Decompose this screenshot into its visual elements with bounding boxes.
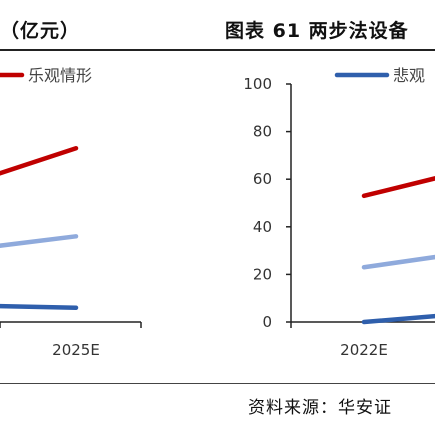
legend-label: 乐观情形: [28, 66, 92, 85]
x-tick-label: 2025E: [52, 341, 100, 359]
y-tick-label: 40: [253, 218, 272, 236]
y-tick-label: 20: [253, 265, 272, 283]
y-tick-label: 100: [243, 75, 272, 93]
series-line-optimistic: [361, 176, 435, 199]
left-chart: 2025E 乐观情形: [0, 66, 142, 359]
series-line-optimistic: [0, 146, 79, 176]
right-chart: 2022E 0 20 40 60 80 100 悲观: [243, 66, 435, 359]
footer-rule: [0, 383, 435, 384]
series-line-neutral: [0, 234, 79, 248]
y-tick-label: 0: [262, 313, 272, 331]
right-chart-title: 图表 61 两步法设备: [225, 20, 409, 42]
series-line-neutral: [361, 254, 435, 270]
legend-label: 悲观: [393, 66, 425, 85]
source-note: 资料来源：华安证: [248, 398, 392, 418]
header-rule: [0, 49, 435, 51]
series-line-pessimistic: [0, 303, 79, 310]
y-tick-label: 60: [253, 170, 272, 188]
left-chart-title: （亿元）: [0, 20, 81, 42]
series-line-pessimistic: [361, 313, 435, 325]
x-tick-label: 2022E: [340, 341, 388, 359]
y-tick-label: 80: [253, 123, 272, 141]
